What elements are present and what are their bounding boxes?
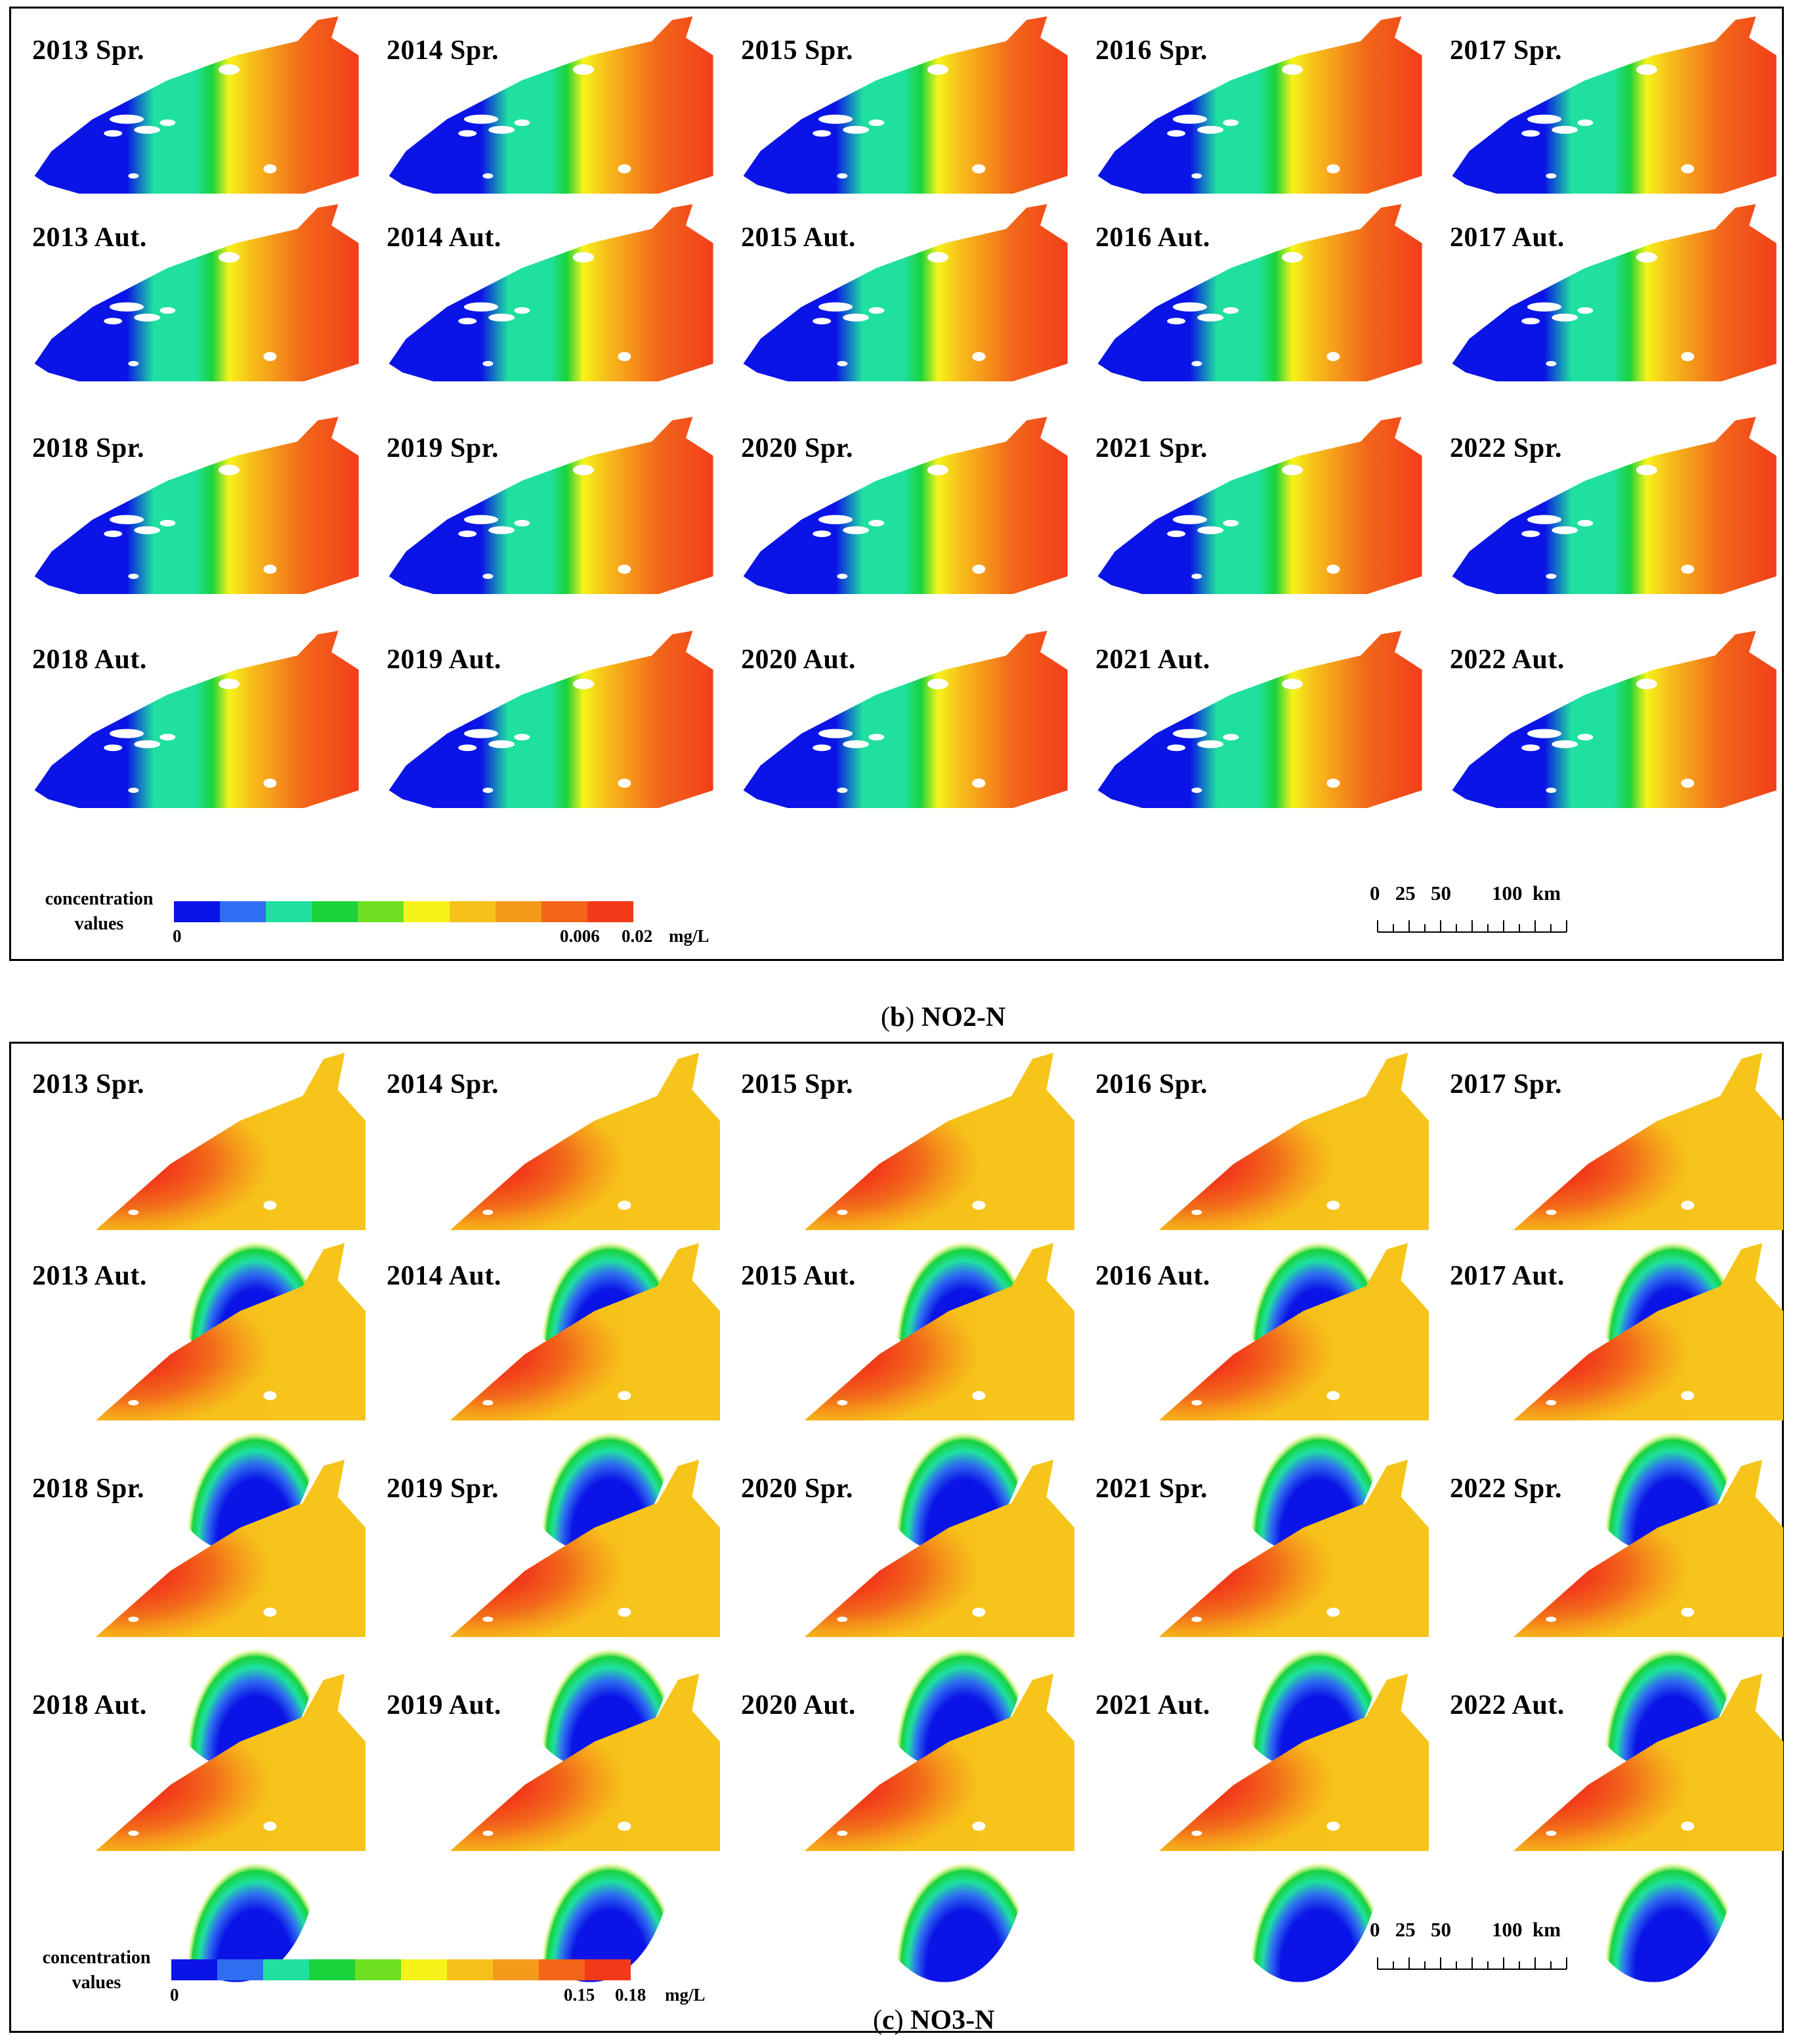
legend-swatch — [450, 901, 496, 922]
legend-unit: mg/L — [669, 926, 709, 946]
map-label: 2022 Aut. — [1450, 645, 1565, 675]
map-label: 2013 Aut. — [32, 223, 147, 253]
map-label: 2017 Spr. — [1450, 35, 1563, 66]
legend-swatch — [493, 1959, 539, 1980]
map-label: 2013 Aut. — [32, 1261, 147, 1291]
legend-color-bar — [174, 901, 633, 922]
scale-bar — [1377, 920, 1567, 933]
scale-bar — [1377, 1957, 1567, 1970]
map-label: 2013 Spr. — [32, 35, 145, 66]
no2-map-grid — [34, 16, 1777, 808]
map-label: 2014 Aut. — [387, 1261, 501, 1291]
map-label: 2017 Spr. — [1450, 1069, 1563, 1099]
legend-swatch — [355, 1959, 401, 1980]
map-label: 2020 Aut. — [741, 1690, 856, 1720]
legend-swatch — [447, 1959, 493, 1980]
map-label: 2015 Aut. — [741, 1261, 856, 1291]
map-label: 2016 Spr. — [1095, 35, 1208, 66]
map-label: 2022 Spr. — [1450, 433, 1563, 463]
map-label: 2016 Aut. — [1095, 1261, 1210, 1291]
legend-swatch — [174, 901, 220, 922]
map-label: 2022 Spr. — [1450, 1474, 1563, 1504]
map-label: 2021 Spr. — [1095, 433, 1208, 463]
map-label: 2014 Spr. — [387, 35, 499, 66]
map-label: 2021 Aut. — [1095, 645, 1210, 675]
map-label: 2019 Spr. — [387, 433, 499, 463]
legend-unit: mg/L — [665, 1985, 706, 2005]
map-label: 2018 Spr. — [32, 433, 145, 463]
map-label: 2020 Spr. — [741, 1474, 854, 1504]
map-label: 2020 Aut. — [741, 645, 856, 675]
map-label: 2016 Spr. — [1095, 1069, 1208, 1099]
legend-min-label: 0 — [170, 1985, 179, 2005]
map-label: 2018 Aut. — [32, 645, 147, 675]
legend-swatch — [266, 901, 312, 922]
scale-bar-labels: 0 25 50 100 km — [1370, 882, 1561, 905]
map-label: 2014 Spr. — [387, 1069, 499, 1099]
map-label: 2014 Aut. — [387, 223, 501, 253]
legend-swatch — [217, 1959, 263, 1980]
map-label: 2018 Aut. — [32, 1690, 147, 1720]
legend-color-bar — [171, 1959, 631, 1980]
map-label: 2015 Spr. — [741, 35, 854, 66]
map-label: 2019 Spr. — [387, 1474, 499, 1504]
legend-swatch — [585, 1959, 631, 1980]
legend-swatch — [587, 901, 633, 922]
legend-high-label: 0.15 — [564, 1985, 595, 2005]
legend-swatch — [358, 901, 404, 922]
map-label: 2017 Aut. — [1450, 1261, 1565, 1291]
no2-panel: 2013 Spr. 2014 Spr. 2015 Spr. 2016 Spr. 2017… — [9, 7, 1784, 961]
map-label: 2017 Aut. — [1450, 223, 1565, 253]
no3-map-grid — [34, 1053, 1783, 1982]
scale-bar-labels: 0 25 50 100 km — [1370, 1918, 1561, 1941]
legend-swatch — [401, 1959, 447, 1980]
map-label: 2021 Spr. — [1095, 1474, 1208, 1504]
legend-high-label: 0.006 — [560, 926, 600, 946]
legend-title: concentration values — [42, 1948, 151, 1993]
map-label: 2018 Spr. — [32, 1474, 145, 1504]
legend-swatch — [309, 1959, 355, 1980]
caption-b: (b) NO2-N — [881, 1002, 1006, 1033]
map-label: 2015 Aut. — [741, 223, 856, 253]
legend-swatch — [263, 1959, 309, 1980]
legend-swatch — [404, 901, 450, 922]
no3-panel: 2013 Spr. 2014 Spr. 2015 Spr. 2016 Spr. 2017… — [9, 1042, 1784, 2033]
legend-max-label: 0.18 — [615, 1985, 646, 2005]
map-label: 2016 Aut. — [1095, 223, 1210, 253]
legend-swatch — [171, 1959, 217, 1980]
map-label: 2019 Aut. — [387, 1690, 501, 1720]
legend-min-label: 0 — [173, 926, 182, 946]
legend-title: concentration values — [45, 889, 154, 934]
map-label: 2013 Spr. — [32, 1069, 145, 1099]
map-label: 2015 Spr. — [741, 1069, 854, 1099]
legend-swatch — [541, 901, 587, 922]
map-label: 2019 Aut. — [387, 645, 501, 675]
legend-swatch — [539, 1959, 585, 1980]
map-label: 2022 Aut. — [1450, 1690, 1565, 1720]
legend-max-label: 0.02 — [622, 926, 653, 946]
caption-c: (c) NO3-N — [873, 2005, 995, 2035]
legend-swatch — [312, 901, 358, 922]
legend-swatch — [496, 901, 541, 922]
map-label: 2021 Aut. — [1095, 1690, 1210, 1720]
map-label: 2020 Spr. — [741, 433, 854, 463]
legend-swatch — [220, 901, 266, 922]
